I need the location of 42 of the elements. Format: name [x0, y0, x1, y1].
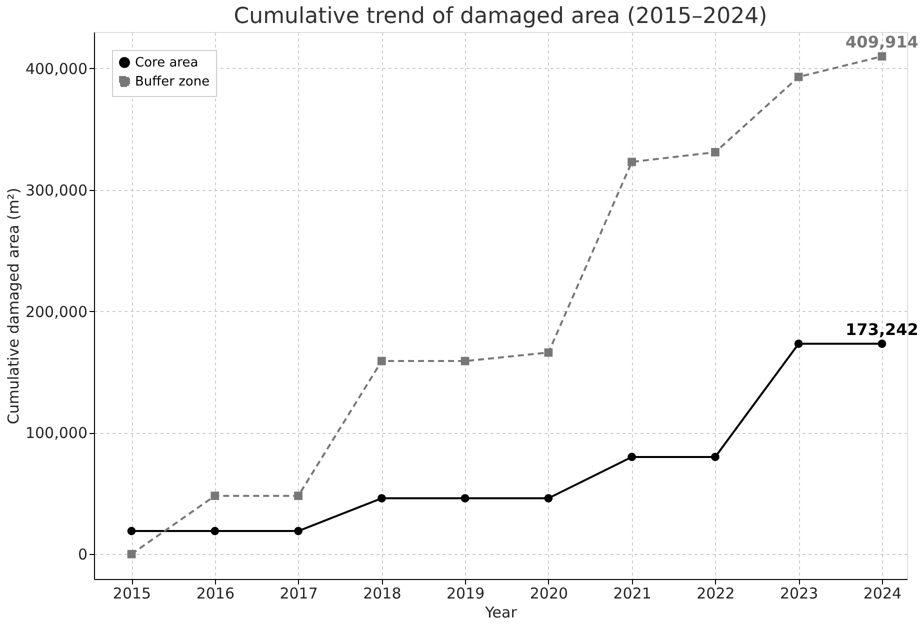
- x-axis-title: Year: [484, 604, 518, 622]
- x-tick-label: 2023: [780, 584, 818, 602]
- x-tick-label: 2018: [363, 584, 402, 602]
- point: [544, 348, 553, 357]
- x-tick-label: 2016: [196, 584, 234, 602]
- point: [460, 356, 470, 366]
- point: [711, 148, 720, 156]
- x-tick-label: 2015: [112, 584, 152, 602]
- x-tick-label: 2022: [696, 584, 735, 602]
- point: [794, 72, 803, 82]
- point: [878, 52, 886, 61]
- x-tick-label: 2021: [613, 584, 652, 602]
- x-tick-label: 2017: [280, 584, 318, 602]
- point: [878, 340, 886, 348]
- y-axis-title: Cumulative damaged area (m²): [4, 188, 22, 424]
- x-tick-label: 2024: [863, 584, 902, 602]
- legend-label: Core area: [135, 56, 198, 70]
- annotation: 409,914: [846, 32, 918, 52]
- point: [544, 494, 553, 502]
- point: [127, 526, 136, 536]
- x-tick-label: 2020: [530, 584, 568, 602]
- y-tick-label: 0: [78, 546, 88, 564]
- point: [377, 494, 386, 502]
- point: [628, 158, 636, 166]
- point: [711, 452, 720, 462]
- point: [127, 550, 136, 558]
- point: [294, 492, 302, 500]
- y-tick-label: 400,000: [25, 60, 88, 78]
- y-tick-label: 200,000: [25, 302, 88, 321]
- point: [210, 526, 220, 536]
- y-tick-label: 300,000: [25, 181, 88, 200]
- legend-label: Buffer zone: [135, 74, 210, 90]
- x-tick-label: 2019: [446, 584, 485, 602]
- point: [628, 452, 636, 462]
- point: [294, 526, 302, 536]
- y-tick-label: 100,000: [25, 424, 88, 442]
- point: [210, 492, 220, 500]
- chart-title: Cumulative trend of damaged area (2015–2024): [234, 4, 768, 29]
- annotation: 173,242: [846, 320, 918, 339]
- point: [460, 494, 470, 502]
- point: [377, 356, 386, 366]
- point: [794, 340, 803, 348]
